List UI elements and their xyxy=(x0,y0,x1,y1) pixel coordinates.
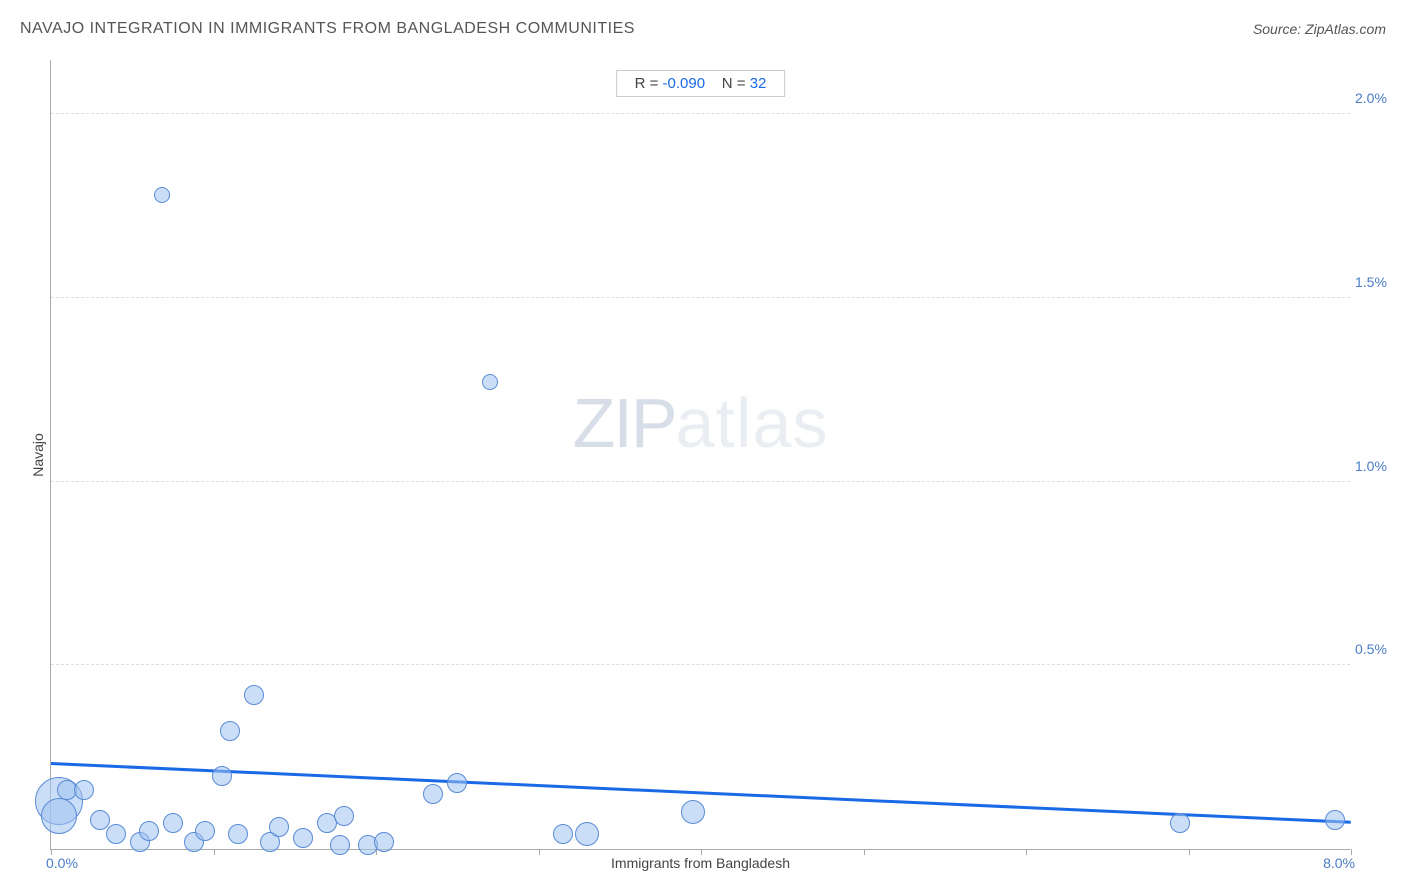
gridline xyxy=(51,297,1350,298)
gridline xyxy=(51,664,1350,665)
data-point xyxy=(330,835,350,855)
x-tick xyxy=(864,849,865,855)
data-point xyxy=(163,813,183,833)
data-point xyxy=(553,824,573,844)
r-value: -0.090 xyxy=(663,75,706,92)
data-point xyxy=(482,374,498,390)
data-point xyxy=(228,824,248,844)
data-point xyxy=(139,821,159,841)
data-point xyxy=(374,832,394,852)
data-point xyxy=(293,828,313,848)
data-point xyxy=(74,780,94,800)
x-tick xyxy=(214,849,215,855)
x-tick xyxy=(1351,849,1352,855)
gridline xyxy=(51,113,1350,114)
gridline xyxy=(51,481,1350,482)
stats-box: R = -0.090 N = 32 xyxy=(616,70,786,97)
data-point xyxy=(447,773,467,793)
data-point xyxy=(269,817,289,837)
data-point xyxy=(1170,813,1190,833)
source-prefix: Source: xyxy=(1253,21,1305,37)
source-name: ZipAtlas.com xyxy=(1305,21,1386,37)
x-axis-title: Immigrants from Bangladesh xyxy=(611,855,790,871)
scatter-chart: ZIPatlas Navajo Immigrants from Banglade… xyxy=(50,60,1350,850)
data-point xyxy=(334,806,354,826)
r-label: R = xyxy=(635,75,663,92)
data-point xyxy=(41,798,77,834)
n-label: N = xyxy=(722,75,750,92)
data-point xyxy=(195,821,215,841)
x-tick xyxy=(1026,849,1027,855)
x-tick xyxy=(701,849,702,855)
data-point xyxy=(106,824,126,844)
data-point xyxy=(212,766,232,786)
data-point xyxy=(244,685,264,705)
n-value: 32 xyxy=(750,75,767,92)
data-point xyxy=(1325,810,1345,830)
watermark-part1: ZIP xyxy=(573,384,676,462)
data-point xyxy=(90,810,110,830)
data-point xyxy=(154,187,170,203)
watermark-part2: atlas xyxy=(676,384,829,462)
x-axis-min-label: 0.0% xyxy=(46,855,78,871)
chart-header: NAVAJO INTEGRATION IN IMMIGRANTS FROM BA… xyxy=(20,20,1386,38)
data-point xyxy=(220,721,240,741)
data-point xyxy=(423,784,443,804)
x-axis-max-label: 8.0% xyxy=(1323,855,1355,871)
chart-title: NAVAJO INTEGRATION IN IMMIGRANTS FROM BA… xyxy=(20,20,635,38)
watermark: ZIPatlas xyxy=(573,383,829,463)
source-attribution: Source: ZipAtlas.com xyxy=(1253,21,1386,37)
x-tick xyxy=(51,849,52,855)
y-tick-label: 2.0% xyxy=(1355,90,1400,106)
x-tick xyxy=(1189,849,1190,855)
y-tick-label: 1.0% xyxy=(1355,458,1400,474)
y-axis-title: Navajo xyxy=(30,433,46,477)
data-point xyxy=(681,800,705,824)
x-tick xyxy=(539,849,540,855)
data-point xyxy=(575,822,599,846)
y-tick-label: 1.5% xyxy=(1355,274,1400,290)
y-tick-label: 0.5% xyxy=(1355,641,1400,657)
